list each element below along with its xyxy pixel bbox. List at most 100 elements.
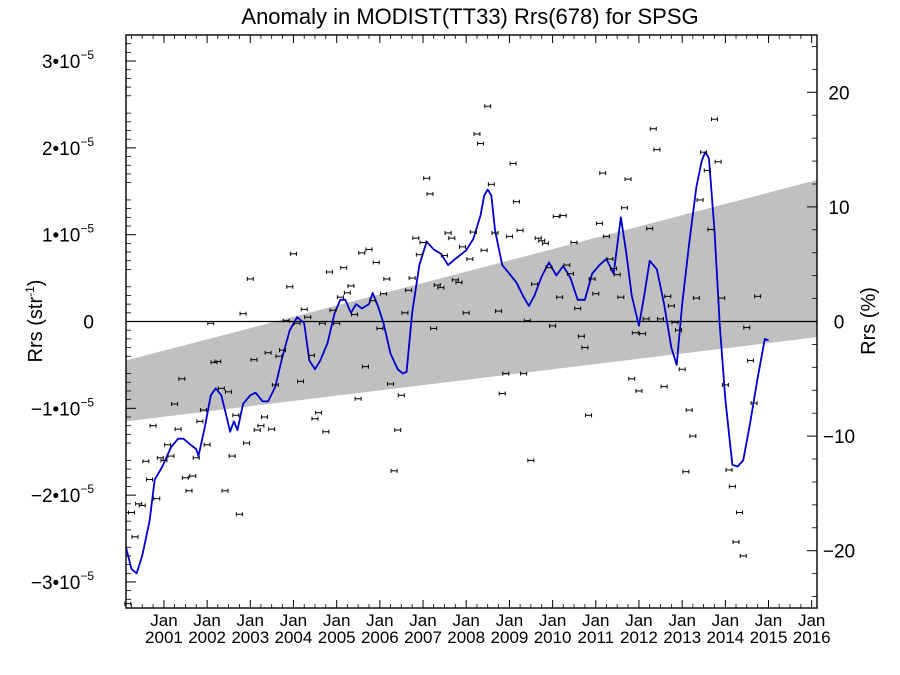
- data-point: [621, 205, 629, 210]
- data-point: [484, 104, 492, 109]
- data-point: [142, 459, 150, 464]
- data-point: [351, 312, 359, 317]
- y2-axis-ticks: [807, 46, 817, 597]
- data-point: [613, 272, 621, 277]
- data-point: [602, 234, 610, 239]
- x-tick-label-year: 2003: [231, 628, 269, 647]
- data-point: [455, 280, 463, 285]
- y-tick-label: −3•10−5: [31, 569, 94, 594]
- y2-tick-label: −10: [823, 427, 855, 448]
- data-point: [631, 330, 639, 335]
- data-point: [692, 296, 700, 301]
- data-point: [718, 296, 726, 301]
- data-point: [549, 323, 557, 328]
- data-point: [433, 283, 441, 288]
- y2-tick-label: −20: [823, 542, 855, 563]
- data-point: [675, 328, 683, 333]
- data-point: [491, 230, 499, 235]
- data-point: [707, 227, 715, 232]
- data-point: [588, 276, 596, 281]
- data-point: [228, 454, 236, 459]
- x-tick-label-year: 2006: [361, 628, 399, 647]
- x-tick-label-month: Jan: [625, 611, 652, 630]
- data-point: [253, 428, 261, 433]
- data-point: [459, 244, 467, 249]
- data-point: [466, 256, 474, 261]
- data-point: [520, 371, 528, 376]
- data-point: [307, 353, 315, 358]
- data-point: [624, 177, 632, 182]
- y2-tick-label: 20: [828, 83, 849, 104]
- data-point: [487, 182, 495, 187]
- y-tick-label: 3•10−5: [42, 48, 94, 73]
- x-tick-label-year: 2002: [188, 628, 226, 647]
- data-point: [541, 241, 549, 246]
- x-tick-label-year: 2011: [577, 628, 614, 647]
- data-point: [387, 382, 395, 387]
- data-point: [592, 291, 600, 296]
- data-point: [710, 117, 718, 122]
- data-point: [419, 240, 427, 245]
- data-point: [505, 234, 513, 239]
- data-point: [678, 367, 686, 372]
- data-point: [336, 295, 344, 300]
- plot-area: [124, 34, 818, 609]
- data-point: [380, 291, 388, 296]
- data-point: [736, 510, 744, 515]
- data-point: [595, 221, 603, 226]
- y-axis-title-main: Rrs (str: [25, 297, 47, 363]
- data-point: [243, 441, 251, 446]
- y-axis-title-sup: -1: [23, 286, 37, 297]
- data-point: [512, 199, 520, 204]
- data-point: [343, 290, 351, 295]
- data-point: [746, 358, 754, 363]
- data-point: [480, 248, 488, 253]
- x-tick-label-month: Jan: [668, 611, 695, 630]
- data-point: [282, 318, 290, 323]
- x-axis-labels: Jan2001Jan2002Jan2003Jan2004Jan2005Jan20…: [145, 611, 831, 647]
- data-point: [408, 276, 416, 281]
- data-point: [149, 423, 157, 428]
- data-point: [556, 295, 564, 300]
- data-point: [275, 354, 283, 359]
- data-point: [502, 371, 510, 376]
- data-point: [297, 379, 305, 384]
- data-point: [617, 295, 625, 300]
- data-point: [264, 350, 272, 355]
- data-point: [358, 250, 366, 255]
- x-tick-label-year: 2015: [750, 628, 788, 647]
- data-point: [552, 214, 560, 219]
- data-point: [207, 321, 215, 326]
- x-tick-label-month: Jan: [798, 611, 825, 630]
- x-tick-label-year: 2016: [793, 628, 831, 647]
- x-tick-label-year: 2010: [534, 628, 572, 647]
- data-point: [199, 408, 207, 413]
- y-axis-labels: −3•10−5 −2•10−5 −1•10−5 0 1•10−5 2•10−5 3•10−5: [31, 48, 94, 594]
- data-point: [300, 307, 308, 312]
- smooth-line: [125, 151, 769, 575]
- x-tick-label-year: 2004: [275, 628, 313, 647]
- data-point: [498, 391, 506, 396]
- data-point: [721, 382, 729, 387]
- data-point: [664, 294, 672, 299]
- data-point: [696, 197, 704, 202]
- data-point: [642, 316, 650, 321]
- data-point: [577, 334, 585, 339]
- x-tick-label-month: Jan: [366, 611, 393, 630]
- data-point: [739, 553, 747, 558]
- data-point: [225, 389, 233, 394]
- x-tick-label-year: 2014: [706, 628, 744, 647]
- data-point: [289, 251, 297, 256]
- y-tick-label: −1•10−5: [31, 395, 94, 420]
- data-point: [689, 434, 697, 439]
- y-tick-label: 2•10−5: [42, 135, 94, 160]
- data-point: [671, 320, 679, 325]
- data-point: [743, 325, 751, 330]
- data-point: [412, 236, 420, 241]
- data-point: [271, 382, 279, 387]
- data-point: [293, 321, 301, 326]
- y-tick-label: 0: [83, 313, 94, 334]
- data-point: [347, 283, 355, 288]
- data-point: [682, 469, 690, 474]
- data-point: [462, 310, 470, 315]
